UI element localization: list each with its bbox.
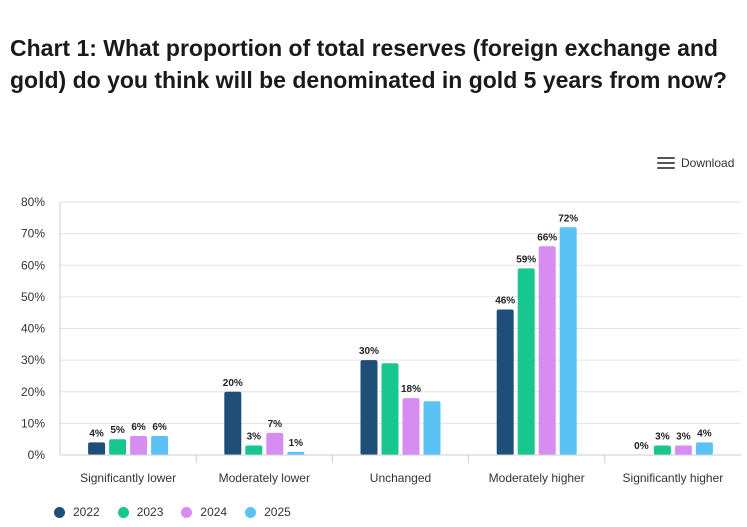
bar-2023[interactable] <box>245 445 263 455</box>
data-label: 4% <box>697 428 712 439</box>
hamburger-menu-icon <box>657 157 675 169</box>
legend-label: 2024 <box>200 505 228 519</box>
bar-2024[interactable] <box>266 432 284 455</box>
x-category-label: Significantly lower <box>80 471 176 485</box>
bar-2025[interactable] <box>695 442 713 455</box>
data-label: 0% <box>634 441 649 452</box>
legend-item-2022[interactable]: 2022 <box>54 505 100 519</box>
y-tick-label: 0% <box>28 448 46 462</box>
data-label: 7% <box>268 419 283 430</box>
y-tick-label: 70% <box>21 227 45 241</box>
bar-2025[interactable] <box>423 401 441 455</box>
data-label: 4% <box>89 428 104 439</box>
data-label: 6% <box>131 422 146 433</box>
bar-2023[interactable] <box>517 268 535 455</box>
grid-lines <box>60 201 741 456</box>
bar-2022[interactable] <box>496 309 514 455</box>
bar-chart: 0% 10% 20% 30% 40% 50% 60% 70% 80% 4% 5% 6% 6% 20% 3%… <box>21 195 741 485</box>
bar-2022[interactable] <box>88 442 106 455</box>
chart-title: Chart 1: What proportion of total reserv… <box>10 35 727 93</box>
data-label: 18% <box>401 384 421 395</box>
data-label: 20% <box>223 378 243 389</box>
download-button[interactable]: Download <box>657 156 734 170</box>
bar-2023[interactable] <box>653 445 671 455</box>
legend-item-2025[interactable]: 2025 <box>245 505 291 519</box>
bar-2025[interactable] <box>151 436 169 455</box>
legend-label: 2022 <box>73 505 100 519</box>
data-label: 46% <box>495 296 515 307</box>
legend-swatch <box>117 506 129 518</box>
data-label: 59% <box>516 254 536 265</box>
y-tick-label: 30% <box>21 353 45 367</box>
x-category-label: Unchanged <box>370 471 431 485</box>
y-tick-label: 80% <box>21 195 45 209</box>
x-axis: Significantly lower Moderately lower Uncha… <box>60 454 741 485</box>
bars <box>88 227 713 455</box>
legend-label: 2025 <box>264 505 291 519</box>
x-category-label: Moderately higher <box>489 471 585 485</box>
legend-swatch <box>54 506 65 518</box>
bar-2023[interactable] <box>109 439 127 455</box>
data-label: 30% <box>359 346 379 357</box>
data-label: 3% <box>676 432 691 443</box>
bar-2024[interactable] <box>674 445 692 455</box>
bar-2025[interactable] <box>287 451 305 455</box>
legend-swatch <box>245 506 257 518</box>
y-tick-label: 60% <box>21 258 45 272</box>
download-label: Download <box>681 156 735 170</box>
y-tick-label: 40% <box>21 322 45 336</box>
data-label: 5% <box>110 425 125 436</box>
bar-2024[interactable] <box>130 436 148 455</box>
legend-item-2023[interactable]: 2023 <box>117 505 164 519</box>
bar-2025[interactable] <box>559 227 577 455</box>
data-label: 3% <box>247 432 262 443</box>
x-category-label: Moderately lower <box>219 471 310 485</box>
bar-2023[interactable] <box>381 363 399 455</box>
bar-2024[interactable] <box>538 246 556 455</box>
legend: 2022 2023 2024 2025 <box>54 505 291 519</box>
data-labels: 4% 5% 6% 6% 20% 3% 7% 1% 30% 18% 46% 59%66%72% 0% 3% 3… <box>89 213 711 452</box>
bar-2024[interactable] <box>402 398 420 455</box>
x-category-label: Significantly higher <box>623 471 724 485</box>
legend-swatch <box>181 506 193 518</box>
y-tick-label: 50% <box>21 290 45 304</box>
y-tick-label: 20% <box>21 385 45 399</box>
legend-label: 2023 <box>136 505 164 519</box>
bar-2022[interactable] <box>224 391 242 455</box>
legend-item-2024[interactable]: 2024 <box>181 505 227 519</box>
y-axis: 0% 10% 20% 30% 40% 50% 60% 70% 80% <box>21 195 61 462</box>
data-label: 3% <box>655 432 670 443</box>
data-label: 6% <box>152 422 167 433</box>
data-label: 72% <box>558 213 578 224</box>
y-tick-label: 10% <box>21 416 45 430</box>
data-label: 1% <box>289 438 304 449</box>
data-label: 66% <box>537 232 557 243</box>
bar-2022[interactable] <box>360 360 378 455</box>
